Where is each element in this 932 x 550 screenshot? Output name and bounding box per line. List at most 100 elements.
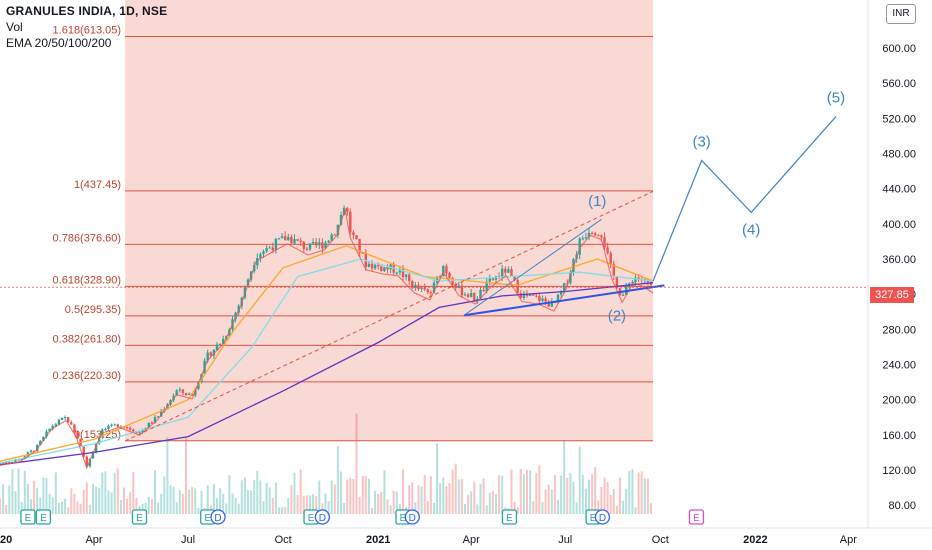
- candle-body: [417, 285, 420, 289]
- volume-bar: [650, 503, 652, 514]
- time-tick-label: 2021: [366, 534, 390, 546]
- volume-bar: [584, 488, 587, 514]
- volume-bar: [231, 493, 234, 514]
- ema-legend[interactable]: EMA 20/50/100/200: [6, 36, 112, 50]
- candle-body: [395, 272, 398, 274]
- candle-body: [32, 450, 36, 452]
- volume-bar: [8, 485, 11, 514]
- volume-bar: [371, 507, 373, 514]
- candle-body: [423, 287, 426, 290]
- candle-body: [411, 280, 414, 288]
- volume-bar: [271, 498, 274, 514]
- volume-bar: [253, 479, 256, 514]
- volume-bar: [340, 471, 342, 514]
- candle-body: [547, 301, 550, 307]
- candle-body: [91, 451, 95, 459]
- volume-bar: [402, 469, 404, 514]
- volume-bar: [488, 492, 491, 514]
- price-tick-label: 520.00: [882, 113, 916, 125]
- volume-bar: [414, 502, 417, 514]
- candle-body: [485, 281, 488, 292]
- volume-bar: [581, 474, 584, 514]
- volume-bar: [82, 489, 85, 514]
- candle-body: [299, 240, 302, 242]
- candle-body: [8, 462, 11, 464]
- candle-body: [426, 289, 429, 293]
- volume-bar: [79, 503, 82, 514]
- candle-body: [339, 215, 343, 225]
- event-marker-label: E: [136, 513, 143, 524]
- volume-bar: [116, 468, 119, 514]
- candle-body: [302, 241, 305, 249]
- volume-bar: [318, 480, 321, 514]
- drawings[interactable]: (3) (4) (5) (1) (2): [0, 90, 868, 442]
- volume-bar: [240, 480, 243, 514]
- price-tick-label: 280.00: [882, 324, 916, 336]
- ema100-line: [0, 258, 654, 464]
- fib-level-label: 0.618(328.90): [53, 274, 122, 286]
- volume-bar: [200, 490, 203, 514]
- volume-bar: [501, 475, 504, 514]
- volume-bar: [513, 501, 516, 514]
- candle-body: [54, 424, 57, 426]
- volume-legend[interactable]: Vol: [6, 20, 23, 34]
- candle-body: [367, 263, 371, 267]
- symbol-title[interactable]: GRANULES INDIA, 1D, NSE: [6, 4, 168, 18]
- wave-label: (2): [608, 308, 626, 325]
- volume-bar: [606, 482, 609, 514]
- volume-bar: [312, 494, 315, 514]
- candle-body: [311, 242, 315, 244]
- candle-body: [609, 253, 612, 264]
- volume-bar: [442, 477, 445, 514]
- time-axis[interactable]: 2020 Apr Jul Oct 2021 Apr Jul Oct 2022 Apr: [0, 534, 857, 546]
- candle-body: [460, 285, 464, 296]
- volume-bar: [23, 470, 26, 514]
- candle-body: [454, 284, 457, 288]
- ema50-line: [0, 245, 654, 462]
- volume-bar: [519, 468, 522, 514]
- candle-body: [538, 296, 541, 302]
- candle-body: [324, 242, 327, 249]
- volume-bar: [95, 486, 98, 514]
- volume-bar: [355, 413, 358, 514]
- volume-bar: [600, 486, 603, 514]
- volume-bar: [212, 484, 215, 514]
- candle-body: [228, 329, 231, 337]
- volume-bar: [336, 446, 339, 514]
- volume-bar: [284, 507, 287, 514]
- candle-body: [57, 419, 61, 425]
- event-marker-label: E: [308, 513, 315, 524]
- volume-bar: [123, 487, 125, 514]
- wave-label: (3): [692, 134, 710, 151]
- volume-bar: [479, 483, 482, 514]
- price-tick-label: 480.00: [882, 148, 916, 160]
- volume-bar: [166, 436, 169, 514]
- candle-body: [305, 248, 309, 250]
- time-tick-label: Apr: [463, 534, 480, 546]
- volume-bar: [234, 497, 237, 514]
- candle-body: [315, 242, 318, 246]
- candle-body: [519, 293, 522, 298]
- volume-bar: [615, 505, 618, 514]
- volume-bar: [433, 503, 435, 514]
- volume-bar: [110, 492, 113, 514]
- candle-body: [606, 247, 609, 254]
- volume-bar: [547, 484, 550, 514]
- volume-bar: [98, 488, 101, 514]
- candle-body: [352, 232, 355, 236]
- candle-body: [141, 429, 144, 433]
- event-marker-label: E: [40, 513, 47, 524]
- volume-bar: [544, 489, 547, 514]
- candle-body: [336, 224, 340, 236]
- volume-bar: [367, 478, 370, 514]
- volume-bar: [485, 505, 488, 514]
- currency-badge[interactable]: INR: [886, 4, 916, 24]
- price-axis[interactable]: 80.00120.00160.00200.00240.00280.00320.0…: [882, 43, 916, 512]
- candle-body: [129, 427, 132, 430]
- volume-bar: [42, 477, 45, 514]
- volume-bar: [622, 500, 625, 514]
- volume-bar: [619, 477, 621, 514]
- dividend-marker: [210, 509, 226, 525]
